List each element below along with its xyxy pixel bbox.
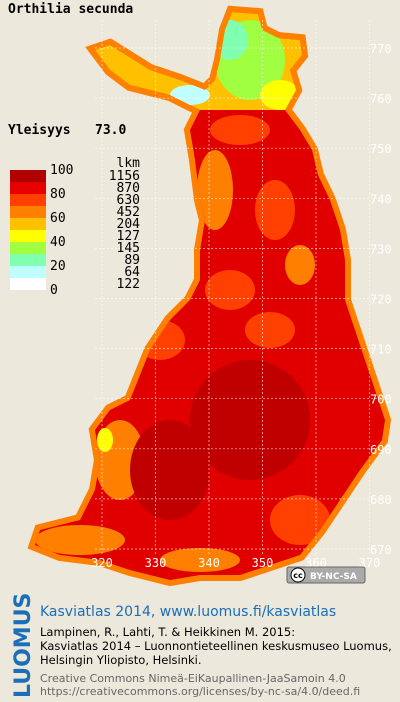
y-label: 720	[370, 293, 392, 307]
x-label: 370	[359, 556, 381, 570]
citation-line: Lampinen, R., Lahti, T. & Heikkinen M. 2…	[40, 625, 295, 639]
count: 64	[124, 265, 140, 280]
footer: Lampinen, R., Lahti, T. & Heikkinen M. 2…	[40, 625, 392, 698]
grid: 770 760 750 740 730 720 710 700 690 680 670 320 330 3…	[91, 20, 392, 570]
legend-swatch	[10, 266, 46, 278]
prevalence-label: Yleisyys	[8, 123, 71, 138]
count: 1156	[109, 169, 140, 184]
y-label: 710	[370, 343, 392, 357]
x-label: 340	[198, 556, 220, 570]
count: 122	[117, 277, 140, 292]
legend-swatch	[10, 206, 46, 218]
count: 204	[117, 217, 141, 232]
legend-swatch	[10, 278, 46, 290]
y-label: 730	[370, 242, 392, 256]
count: 127	[117, 229, 140, 244]
license-badge: cc BY-NC-SA	[286, 566, 366, 584]
y-label: 690	[370, 443, 392, 457]
footer-link: Kasviatlas 2014, www.luomus.fi/kasviatla…	[40, 604, 336, 620]
y-label: 670	[370, 543, 392, 557]
legend-swatch	[10, 170, 46, 182]
prevalence-value: 73.0	[95, 123, 126, 138]
y-label: 760	[370, 92, 392, 106]
x-label: 320	[91, 556, 113, 570]
y-label: 740	[370, 192, 392, 206]
legend-swatch	[10, 230, 46, 242]
scale-label: 80	[50, 187, 66, 202]
scale-label: 60	[50, 211, 66, 226]
citation-line: Kasviatlas 2014 – Luonnontieteellinen ke…	[40, 639, 392, 653]
y-label: 750	[370, 142, 392, 156]
license-line: Creative Commons Nimeä-EiKaupallinen-Jaa…	[40, 672, 346, 685]
badge-label: BY-NC-SA	[310, 572, 357, 582]
count-header: lkm	[117, 156, 141, 171]
count: 89	[124, 253, 140, 268]
cc-icon: cc	[293, 571, 303, 580]
count: 870	[117, 181, 140, 196]
license-line: https://creativecommons.org/licenses/by-…	[40, 685, 360, 698]
legend-swatch	[10, 194, 46, 206]
scale-label: 20	[50, 259, 66, 274]
citation-line: Helsingin Yliopisto, Helsinki.	[40, 653, 202, 667]
logo: LUOMUS	[11, 593, 36, 698]
count: 145	[117, 241, 140, 256]
species-title: Orthilia secunda	[8, 2, 133, 17]
y-label: 680	[370, 493, 392, 507]
y-label: 700	[370, 393, 392, 407]
y-label: 770	[370, 42, 392, 56]
scale-label: 100	[50, 163, 73, 178]
legend-swatch	[10, 242, 46, 254]
legend-swatch	[10, 182, 46, 194]
legend-swatch	[10, 254, 46, 266]
scale-label: 40	[50, 235, 66, 250]
legend: 100 80 60 40 20 0 1156870630452204127145896412…	[10, 163, 140, 298]
legend-swatch	[10, 218, 46, 230]
x-label: 330	[145, 556, 167, 570]
x-label: 350	[252, 556, 274, 570]
count: 630	[117, 193, 140, 208]
scale-label: 0	[50, 283, 58, 298]
count: 452	[117, 205, 140, 220]
